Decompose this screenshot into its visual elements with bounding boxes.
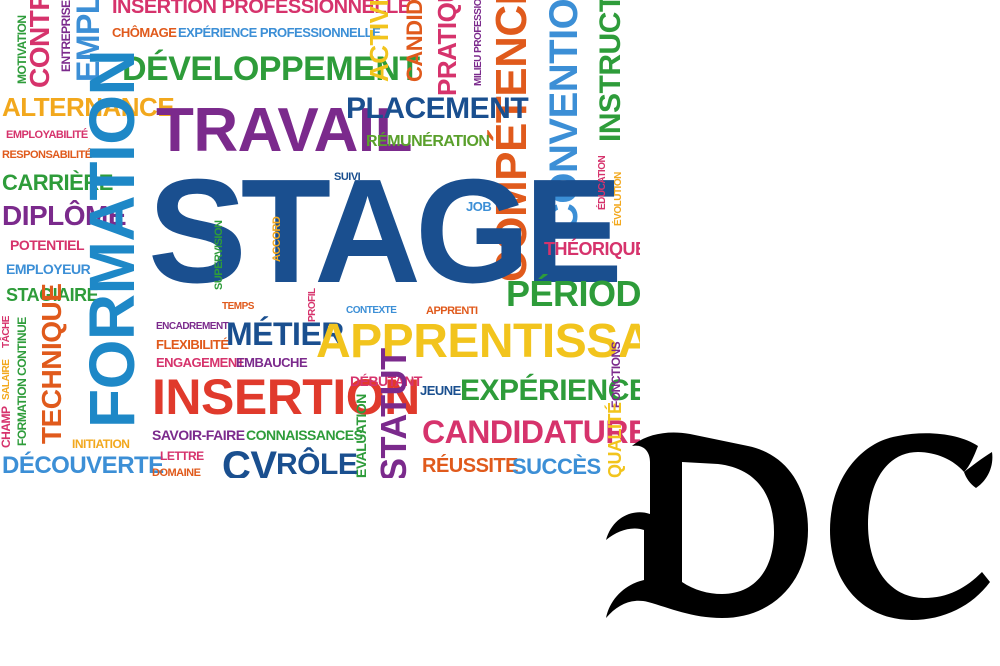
word-jeune: JEUNE	[420, 383, 461, 398]
blackletter-dc-icon	[606, 432, 993, 620]
word-salaire: SALAIRE	[1, 359, 12, 400]
word-reussite: RÉUSSITE	[422, 455, 519, 477]
word-tache: TÂCHE	[1, 316, 12, 348]
word-diplome: DIPLÔME	[2, 200, 127, 231]
dc-logo: DC	[598, 422, 1000, 632]
word-placement: PLACEMENT	[346, 92, 529, 125]
word-role: RÔLE	[276, 448, 358, 479]
word-activite: ACTIVITÉ	[364, 0, 394, 82]
word-stagiaire: STAGIAIRE	[6, 285, 99, 305]
word-insertion-pro: INSERTION PROFESSIONNELLE	[112, 0, 411, 18]
word-carriere: CARRIÈRE	[2, 170, 113, 195]
word-metier: MÉTIER	[226, 316, 344, 352]
word-decouverte: DÉCOUVERTE	[2, 452, 164, 478]
word-insertion: INSERTION	[152, 369, 420, 425]
word-succes: SUCCÈS	[512, 454, 601, 478]
word-champ: CHAMP	[0, 406, 13, 449]
word-cv: CV	[222, 444, 277, 478]
word-flexibilite: FLEXIBILITÉ	[156, 337, 229, 352]
word-theorique: THÉORIQUE	[544, 239, 640, 259]
word-milieu-pro: MILIEU PROFESSIONNEL	[473, 0, 484, 86]
word-contrat: CONTRAT	[24, 0, 55, 88]
word-supervision: SUPERVISION	[213, 220, 225, 291]
word-candidat: CANDIDAT	[402, 0, 427, 82]
word-evolution: ÉVOLUTION	[613, 172, 624, 226]
word-pratique: PRATIQUE	[432, 0, 462, 96]
word-embauche: EMBAUCHE	[236, 355, 308, 370]
word-statut: STATUT	[373, 348, 414, 478]
word-experience-pro: EXPÉRIENCE PROFESSIONNELLE	[178, 25, 381, 40]
word-debutant: DÉBUTANT	[350, 373, 422, 389]
word-lettre: LETTRE	[160, 449, 204, 463]
word-accord: ACCORD	[271, 216, 283, 262]
word-contexte: CONTEXTE	[346, 305, 397, 316]
word-remuneration: RÉMUNÉRATION	[366, 133, 490, 150]
word-alternance: ALTERNANCE	[2, 92, 175, 122]
word-periode: PÉRIODE	[506, 273, 640, 314]
word-experience: EXPÉRIENCE	[460, 374, 640, 407]
word-employeur: EMPLOYEUR	[6, 261, 91, 277]
word-potentiel: POTENTIEL	[10, 237, 85, 253]
word-encadrement: ENCADREMENT	[156, 321, 229, 332]
word-domaine: DOMAINE	[152, 467, 201, 479]
word-candidature: CANDIDATURE	[422, 414, 640, 450]
word-savoir-faire: SAVOIR-FAIRE	[152, 427, 245, 443]
word-employabilite: EMPLOYABILITÉ	[6, 129, 88, 141]
word-initiation: INITIATION	[72, 437, 130, 451]
word-suivi: SUIVI	[334, 171, 361, 183]
word-connaissances: CONNAISSANCES	[246, 427, 363, 443]
word-formation-continue: FORMATION CONTINUE	[15, 317, 29, 446]
word-cloud-image: MOTIVATION CONTRAT ENTREPRISE EMPLOI INS…	[0, 0, 640, 478]
word-travail: TRAVAIL	[156, 96, 412, 165]
word-fonctions: FONCTIONS	[609, 341, 623, 408]
word-developpement: DÉVELOPPEMENT	[122, 50, 420, 88]
word-stage: STAGE	[148, 149, 623, 314]
word-responsabilite: RESPONSABILITÉ	[2, 149, 92, 161]
word-instruction: INSTRUCTION	[594, 0, 627, 142]
word-engagement: ENGAGEMENT	[156, 355, 245, 370]
word-formation: FORMATION	[76, 49, 148, 428]
word-technique: TECHNIQUE	[36, 283, 67, 444]
word-education: ÉDUCATION	[597, 155, 608, 210]
word-apprentissage: APPRENTISSAGE	[316, 315, 640, 368]
word-chomage: CHÔMAGE	[112, 25, 177, 40]
word-apprenti: APPRENTI	[426, 305, 478, 317]
word-job: JOB	[466, 199, 492, 214]
word-temps: TEMPS	[222, 301, 254, 312]
